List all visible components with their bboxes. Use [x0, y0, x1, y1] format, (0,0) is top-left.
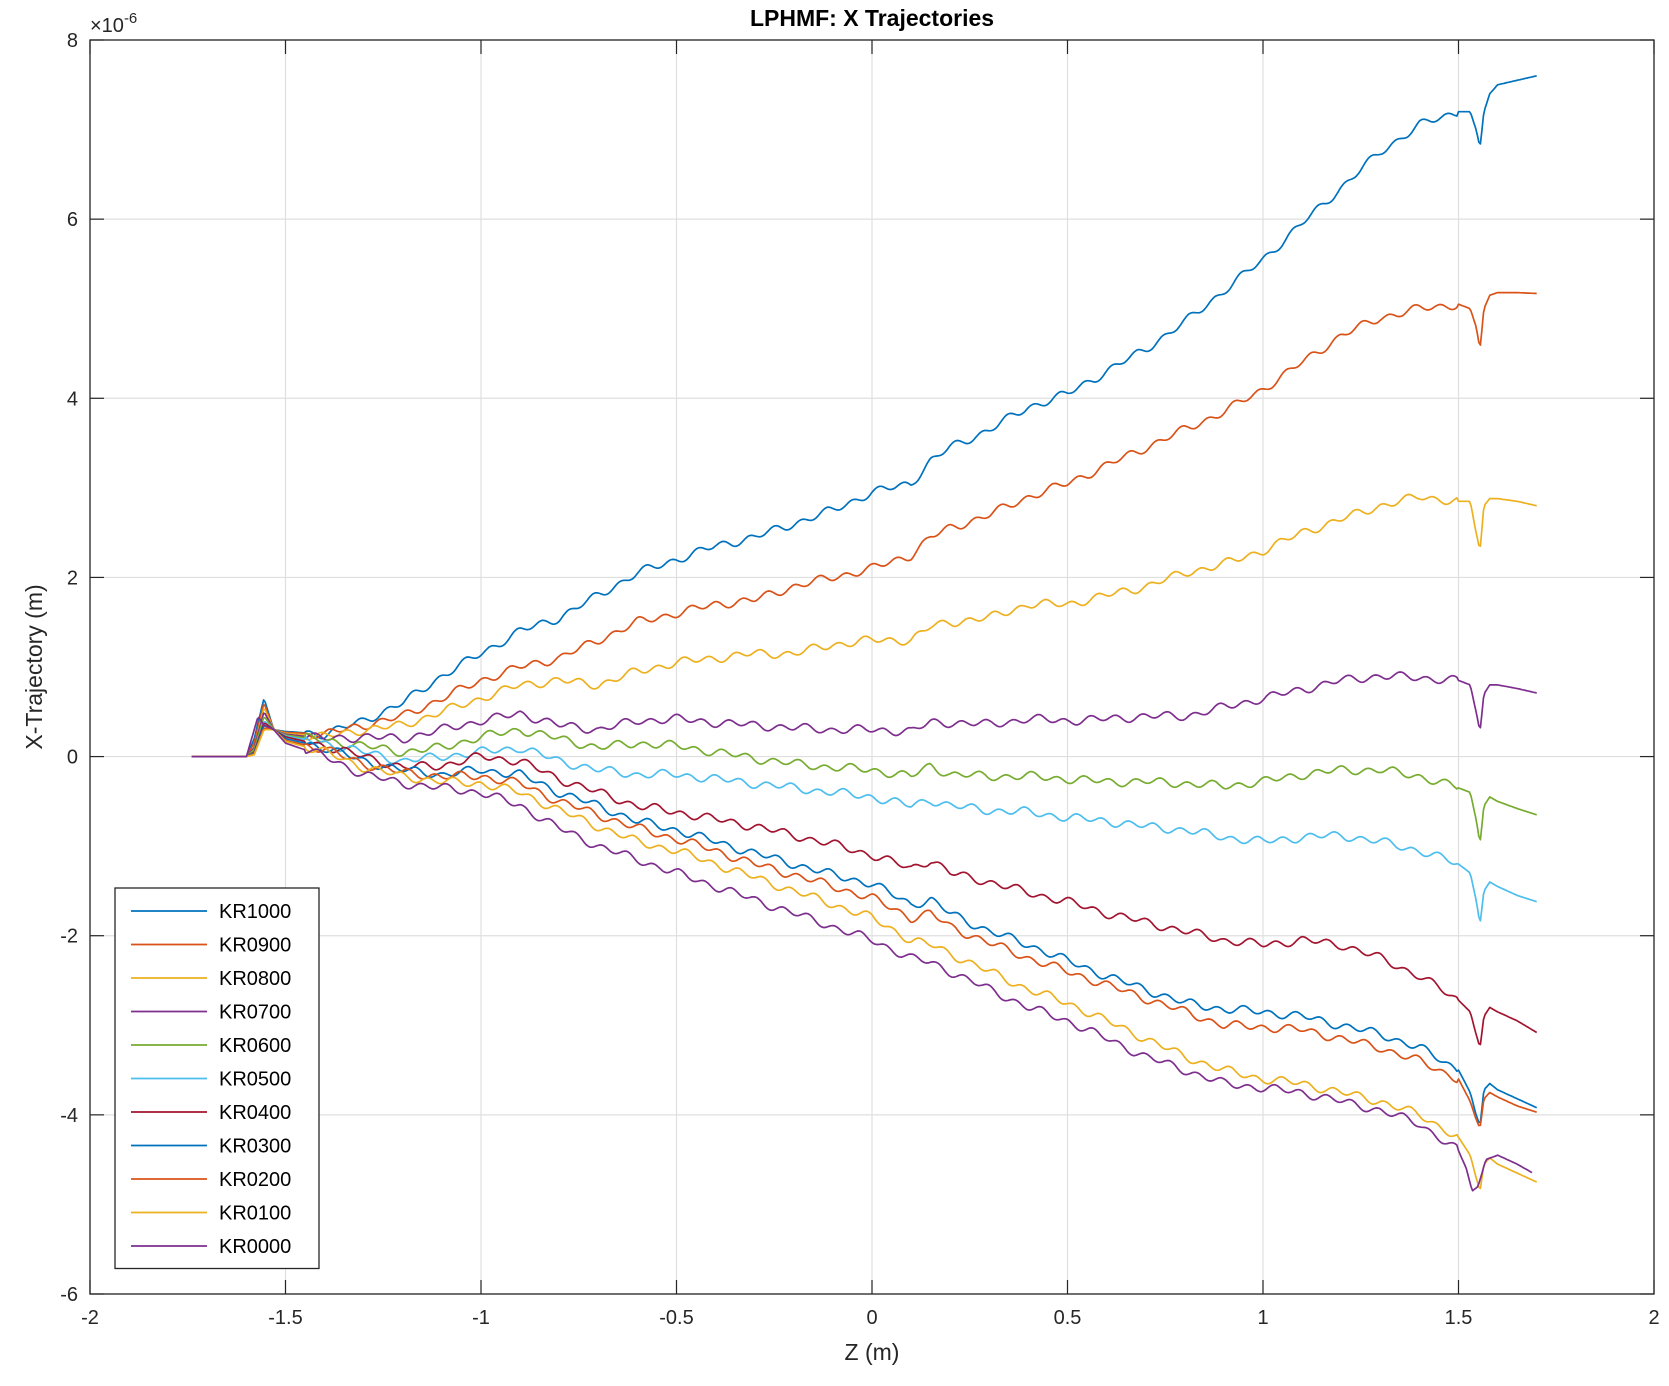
y-tick-label: 4: [67, 388, 78, 410]
legend-label: KR0200: [219, 1169, 291, 1191]
series-line-kr1000: [191, 74, 1537, 758]
y-axis-exponent: ×10-6: [90, 10, 137, 37]
y-tick-label: 8: [67, 30, 78, 52]
y-tick-label: 6: [67, 209, 78, 231]
series-line-kr0800: [191, 493, 1537, 758]
series-line-kr0900: [191, 291, 1537, 758]
y-exponent-power: -6: [124, 10, 137, 27]
y-tick-label: 0: [67, 747, 78, 769]
x-tick-label: 1.5: [1445, 1307, 1473, 1329]
y-tick-label: -4: [60, 1105, 78, 1127]
legend-label: KR0700: [219, 1002, 291, 1024]
series-line-kr0200: [191, 727, 1537, 1127]
legend-label: KR0600: [219, 1035, 291, 1057]
x-tick-label: -0.5: [659, 1307, 693, 1329]
x-tick-label: -1.5: [268, 1307, 302, 1329]
series-line-kr0100: [191, 728, 1538, 1190]
series-line-kr0000: [191, 716, 1533, 1192]
series-line-kr0700: [191, 671, 1537, 758]
series-line-kr0600: [191, 716, 1537, 841]
legend-label: KR1000: [219, 901, 291, 923]
chart-title: LPHMF: X Trajectories: [750, 5, 994, 31]
x-tick-label: -1: [472, 1307, 490, 1329]
y-tick-label: 2: [67, 567, 78, 589]
series-line-kr0400: [191, 722, 1538, 1046]
legend-label: KR0100: [219, 1203, 291, 1225]
legend-label: KR0500: [219, 1069, 291, 1091]
legend: KR1000 KR0900 KR0800 KR0700 KR0600 KR0500 KR04…: [114, 887, 320, 1270]
x-tick-label: 0.5: [1054, 1307, 1082, 1329]
y-axis-label: X-Trajectory (m): [21, 584, 47, 749]
legend-label: KR0900: [219, 935, 291, 957]
legend-label: KR0400: [219, 1102, 291, 1124]
x-tick-label: -2: [81, 1307, 99, 1329]
series-line-kr0300: [191, 724, 1538, 1124]
axis-ticks: -2 -1.5 -1 -0.5 0 0.5 1 1.5 2 -6 -4 -2 0 2 4 6 8: [60, 30, 1659, 1329]
y-tick-label: -6: [60, 1284, 78, 1306]
x-axis-label: Z (m): [845, 1339, 900, 1365]
legend-label: KR0800: [219, 968, 291, 990]
x-tick-label: 2: [1648, 1307, 1659, 1329]
legend-label: KR0000: [219, 1236, 291, 1258]
series-line-kr0500: [191, 720, 1537, 922]
y-exponent-base: ×10: [90, 15, 124, 37]
x-tick-label: 0: [866, 1307, 877, 1329]
y-tick-label: -2: [60, 926, 78, 948]
series-lines: [191, 74, 1538, 1192]
legend-label: KR0300: [219, 1136, 291, 1158]
x-tick-label: 1: [1257, 1307, 1268, 1329]
